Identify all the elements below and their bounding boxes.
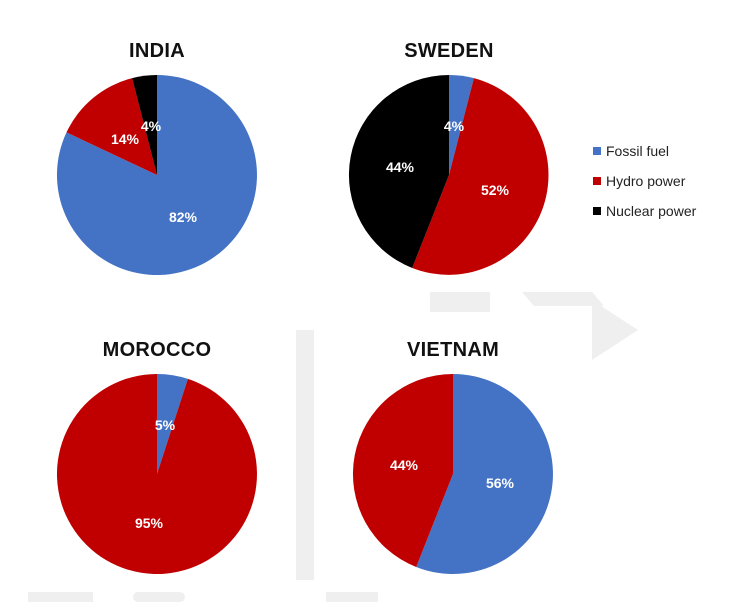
slice-fossil-fuel [449, 74, 474, 175]
label-hydro: 44% [390, 457, 419, 473]
slice-hydro-power [56, 374, 257, 574]
slice-hydro-power [352, 374, 453, 567]
pie-chart-morocco: MOROCCO 5% 95% [37, 327, 277, 607]
hydro-power-swatch-icon [593, 177, 601, 185]
label-nuclear: 4% [141, 118, 162, 134]
chart-title: INDIA [129, 40, 185, 62]
watermark-shape [296, 330, 314, 580]
legend-label: Hydro power [606, 173, 686, 189]
label-hydro: 52% [481, 182, 510, 198]
legend-item-fossil-fuel: Fossil fuel [593, 136, 696, 166]
label-nuclear: 44% [386, 159, 415, 175]
legend-label: Fossil fuel [606, 143, 670, 159]
pie-india: 82% 14% 4% [56, 74, 257, 275]
fossil-fuel-swatch-icon [593, 147, 601, 155]
watermark-shape [430, 292, 490, 312]
label-fossil: 82% [169, 209, 198, 225]
pie-chart-vietnam: VIETNAM 56% 44% [333, 327, 573, 607]
legend-label: Nuclear power [606, 203, 697, 219]
pie-chart-india: INDIA 82% 14% 4% [37, 28, 277, 308]
legend-item-nuclear-power: Nuclear power [593, 196, 696, 226]
chart-title: VIETNAM [406, 339, 500, 361]
slice-fossil-fuel [157, 374, 188, 474]
watermark-shape [133, 592, 185, 602]
label-fossil: 5% [155, 417, 176, 433]
slice-hydro-power [66, 78, 157, 175]
chart-title: MOROCCO [102, 339, 212, 361]
label-fossil: 56% [486, 475, 515, 491]
label-hydro: 95% [135, 515, 164, 531]
pie-chart-sweden: SWEDEN 4% 52% 44% [329, 28, 569, 308]
pie-sweden: 4% 52% 44% [348, 74, 549, 275]
legend-item-hydro-power: Hydro power [593, 166, 696, 196]
watermark-shape [592, 300, 638, 360]
slice-fossil-fuel [416, 374, 553, 574]
legend: Fossil fuel Hydro power Nuclear power [593, 136, 696, 226]
pie-morocco: 5% 95% [56, 374, 257, 574]
watermark-shape [28, 592, 93, 602]
chart-title: SWEDEN [404, 40, 494, 62]
slice-hydro-power [412, 78, 549, 275]
nuclear-power-swatch-icon [593, 207, 601, 215]
watermark-shape [326, 592, 378, 602]
slice-nuclear-power [348, 75, 449, 268]
pie-vietnam: 56% 44% [352, 374, 553, 574]
label-hydro: 14% [111, 131, 140, 147]
slice-nuclear-power [132, 74, 157, 175]
slice-fossil-fuel [56, 75, 257, 275]
label-fossil: 4% [444, 118, 465, 134]
